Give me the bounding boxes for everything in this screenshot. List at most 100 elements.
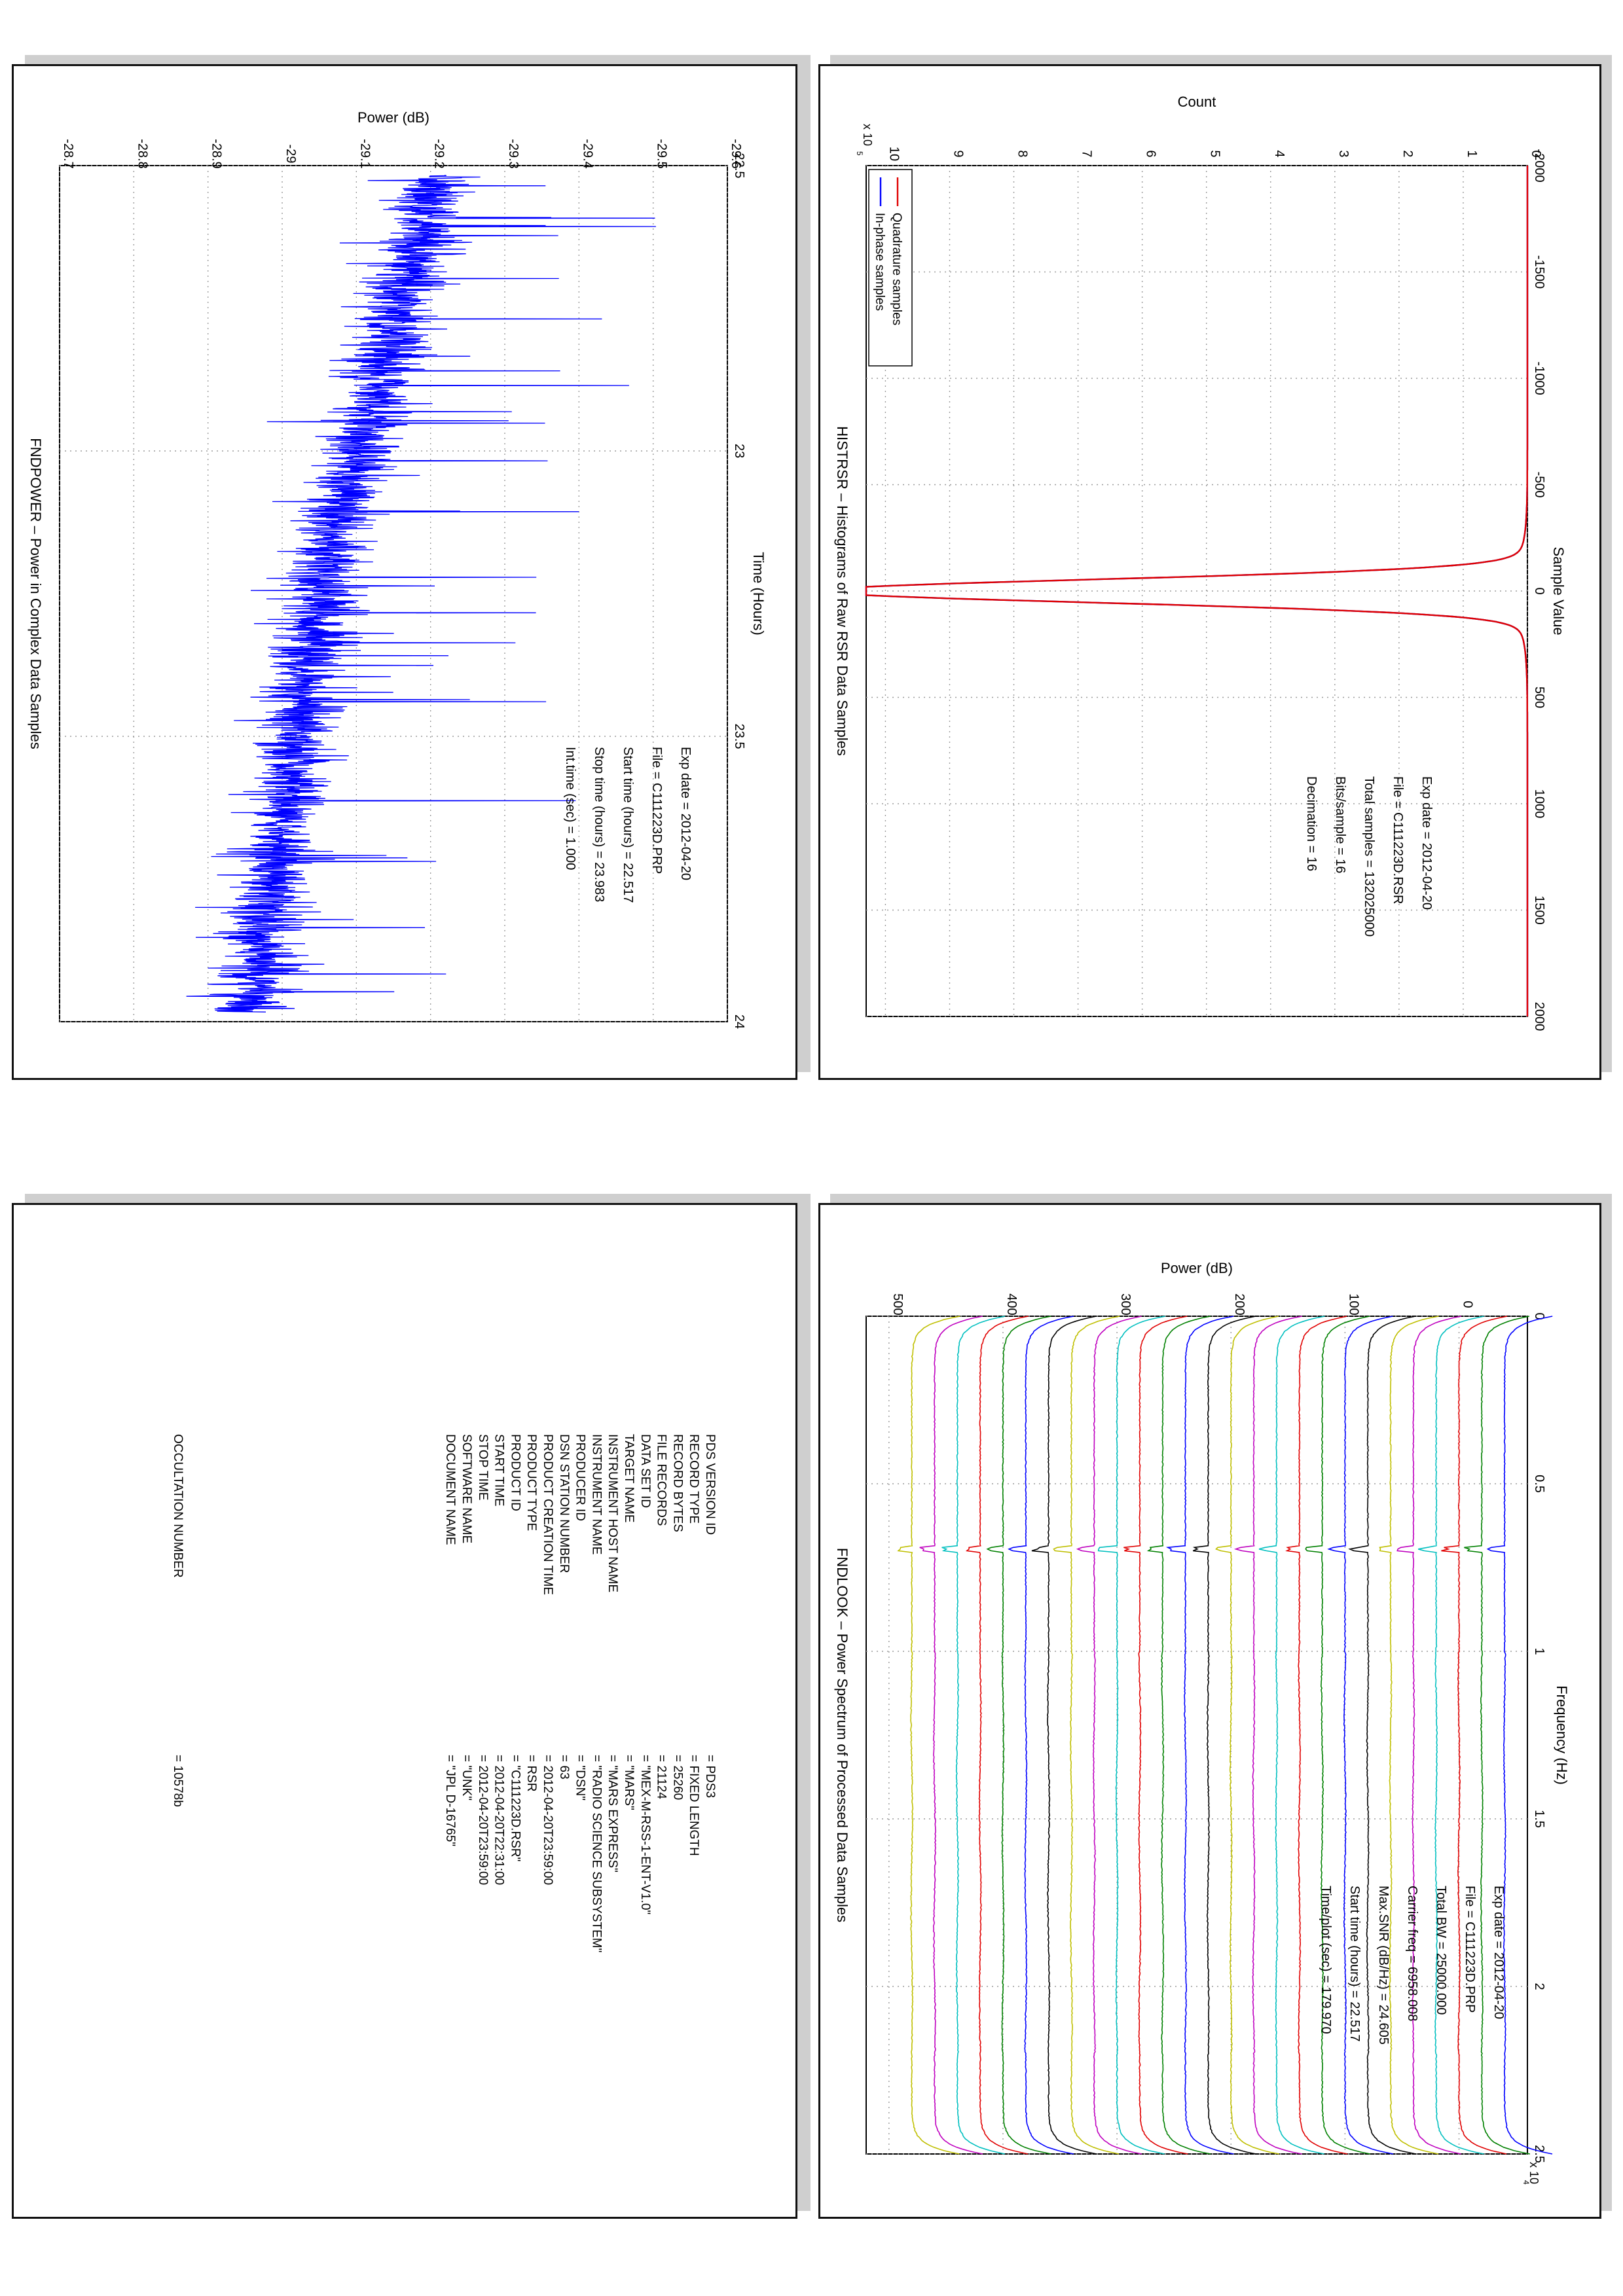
fndpower-y-tick-label: -28.8: [135, 139, 149, 169]
fndlook-trace: [965, 1316, 1029, 2155]
fndlook-trace: [1305, 1316, 1370, 2155]
fndpower-y-tick-label: -29.2: [432, 139, 447, 169]
fndlook-x-tick-label: 0.5: [1532, 1475, 1546, 1493]
fndlook-trace: [941, 1316, 1006, 2155]
histrsr-y-tick-label: 0: [1529, 150, 1543, 157]
fndlook-trace: [1146, 1316, 1211, 2155]
histrsr-x-tick-label: 500: [1532, 687, 1546, 708]
label-value: = 2012-04-20T23:59:00: [541, 1755, 555, 1885]
histrsr-x-tick-label: 0: [1532, 587, 1546, 594]
label-key: RECORD TYPE: [687, 1434, 701, 1524]
label-key: FILE RECORDS: [655, 1434, 668, 1526]
fndlook-x-tick-label: 1: [1532, 1647, 1546, 1655]
label-key: DOCUMENT NAME: [443, 1434, 457, 1545]
label-value: = RSR: [524, 1755, 538, 1792]
histrsr-x-tick-label: -1500: [1532, 255, 1546, 289]
label-key: DSN STATION NUMBER: [557, 1434, 571, 1573]
fndlook-trace: [986, 1316, 1051, 2155]
fndlook-trace: [1097, 1316, 1165, 2155]
histrsr-y-axis-label: Count: [1178, 94, 1216, 110]
fndlook-trace: [1031, 1316, 1097, 2155]
fndlook-trace: [1165, 1316, 1234, 2155]
label-value: = 25260: [670, 1755, 684, 1800]
label-key: PRODUCER ID: [574, 1434, 587, 1521]
fndlook-trace: [1008, 1316, 1074, 2155]
fndpower-y-tick-label: -28.7: [61, 139, 75, 169]
histrsr-y-multiplier-exp: 5: [855, 151, 864, 156]
label-key: START TIME: [492, 1434, 506, 1507]
histrsr-x-tick-label: 1000: [1532, 789, 1546, 819]
fndlook-title: FNDLOOK – Power Spectrum of Processed Da…: [834, 1548, 850, 1922]
fndlook-trace: [1192, 1316, 1256, 2155]
histrsr-series-quadrature: [865, 166, 1529, 1016]
fndpower-plot: 22.5 23 23.5 24 -29.6 -29.5 -29.4 -29.3 -29.2 -29…: [27, 109, 767, 1029]
fndpower-y-tick-label: -29.1: [357, 139, 372, 169]
histrsr-plot: -2000 -1500 -1000 -500 0 500 1000 1500 2000 0 1 2 3 4…: [834, 94, 1567, 1031]
histrsr-chart: -2000 -1500 -1000 -500 0 500 1000 1500 2000 0 1 2 3 4…: [834, 94, 1567, 1031]
fndpower-y-tick-label: -29.3: [506, 139, 520, 169]
histrsr-y-tick-label: 7: [1080, 150, 1094, 157]
label-value: = 63: [557, 1755, 571, 1780]
histrsr-x-axis-label: Sample Value: [1550, 547, 1567, 635]
fndpower-x-tick-label: 23.5: [732, 724, 746, 749]
histrsr-annotation: File = C111223D.RSR: [1391, 776, 1405, 904]
histrsr-legend: In-phase samples Quadrature samples: [868, 169, 913, 367]
histrsr-y-tick-label: 9: [951, 150, 965, 157]
fndpower-annotation: Start time (hours) = 22.517: [621, 747, 635, 903]
label-value: = "MARS EXPRESS": [606, 1755, 619, 1873]
label-value: = "C111223D.RSR": [508, 1755, 522, 1861]
label-value: = FIXED LENGTH: [687, 1755, 701, 1856]
label-table-rows: PDS VERSION ID = PDS3 RECORD TYPE = FIXED L…: [171, 1434, 717, 1952]
label-key: TARGET NAME: [622, 1434, 636, 1522]
label-key: PRODUCT ID: [508, 1434, 522, 1511]
label-key: RECORD BYTES: [670, 1434, 684, 1532]
fndlook-trace: [1417, 1316, 1484, 2155]
fndlook-x-axis-label: Frequency (Hz): [1554, 1685, 1570, 1785]
fndlook-trace: [1285, 1316, 1348, 2155]
fndlook-y-tick-label: 200: [1232, 1293, 1247, 1315]
fndlook-plot-frame: [866, 1316, 1528, 2155]
fndlook-plot: 0 0.5 1 1.5 2 2.5 0 100 200 300 400 500 x 104 Frequen…: [834, 1260, 1570, 2185]
fndlook-annotation: Max.SNR (dB/Hz) = 24.605: [1376, 1886, 1391, 2045]
histrsr-y-tick-label: 5: [1208, 150, 1222, 157]
histrsr-y-tick-label: 8: [1015, 150, 1030, 157]
histrsr-y-tick-label: 6: [1144, 150, 1158, 157]
fndlook-annotation: Time/plot (sec) = 179.970: [1319, 1886, 1333, 2034]
histrsr-legend-label: Quadrature samples: [890, 213, 903, 325]
label-key: DATA SET ID: [638, 1434, 652, 1508]
fndpower-annotation: Exp date = 2012-04-20: [678, 747, 693, 880]
fndlook-trace: [1348, 1316, 1416, 2155]
fndlook-annotation: Exp date = 2012-04-20: [1491, 1886, 1506, 2019]
fndlook-x-tick-label: 2.5: [1532, 2145, 1546, 2163]
fndpower-annotation: File = C111223D.PRP: [649, 747, 664, 874]
label-value: = "RADIO SCIENCE SUBSYSTEM": [589, 1755, 603, 1952]
panel-fndlook: 0 0.5 1 1.5 2 2.5 0 100 200 300 400 500 x 10 4 Frequen…: [818, 1203, 1601, 2219]
label-value: = "UNK": [460, 1755, 473, 1801]
fndlook-trace: [1053, 1316, 1120, 2155]
label-key: PDS VERSION ID: [703, 1434, 717, 1535]
fndpower-x-tick-label: 22.5: [732, 153, 746, 179]
label-key: PRODUCT TYPE: [524, 1434, 538, 1531]
label-value: = 2012-04-20T22:31:00: [492, 1755, 506, 1885]
fndpower-y-tick-label: -29.6: [729, 139, 743, 169]
fndlook-trace: [1486, 1316, 1553, 2155]
fndlook-trace: [1379, 1316, 1439, 2155]
fndlook-trace: [897, 1316, 960, 2155]
fndlook-y-tick-label: 500: [890, 1293, 905, 1315]
fndlook-y-tick-label: 400: [1004, 1293, 1019, 1315]
histrsr-x-tick-label: -2000: [1532, 149, 1546, 182]
histrsr-y-tick-label: 10: [886, 147, 901, 161]
fndpower-y-tick-label: -28.9: [210, 139, 224, 169]
histrsr-annotation: Exp date = 2012-04-20: [1419, 776, 1434, 910]
histrsr-x-tick-label: 1500: [1532, 895, 1546, 925]
fndpower-annotation: Int.time (sec) = 1.000: [563, 747, 577, 870]
fndlook-trace: [919, 1316, 983, 2155]
fndpower-chart: 22.5 23 23.5 24 -29.6 -29.5 -29.4 -29.3 -29.2 -29…: [27, 109, 767, 1029]
histrsr-y-tick-label: 1: [1465, 150, 1479, 157]
fndlook-y-tick-label: 100: [1346, 1293, 1360, 1315]
fndpower-x-axis-label: Time (Hours): [750, 552, 767, 636]
fndlook-trace: [1327, 1316, 1394, 2155]
label-value: = "MEX-M-RSS-1-ENT-V1.0": [638, 1755, 652, 1914]
label-value: = "JPL D-16765": [443, 1755, 457, 1846]
label-key: PRODUCT CREATION TIME: [541, 1434, 555, 1595]
